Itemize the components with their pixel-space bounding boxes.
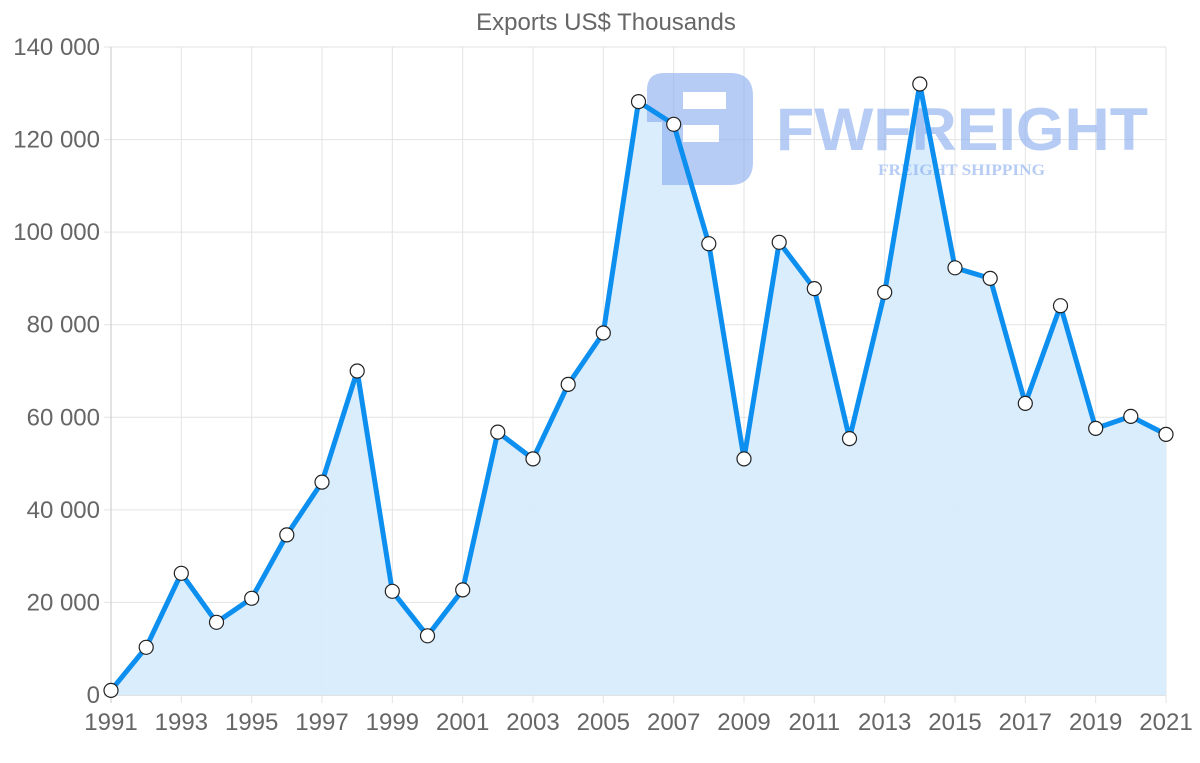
data-point-2001[interactable] (455, 582, 471, 598)
data-point-1996[interactable] (279, 527, 295, 543)
data-point-1995[interactable] (244, 590, 260, 606)
fwfreight-watermark: FWFREIGHT FREIGHT SHIPPING (647, 73, 1148, 185)
data-point-2005[interactable] (595, 325, 611, 341)
data-point-2014[interactable] (912, 76, 928, 92)
y-axis: 0 20 000 40 000 60 000 80 000 100 000 120 000 1… (13, 34, 100, 709)
fwfreight-logo-icon (647, 73, 753, 185)
data-point-2018[interactable] (1052, 298, 1069, 314)
y-tick-label: 100 000 (13, 219, 100, 246)
data-point-2008[interactable] (701, 236, 717, 252)
data-point-2011[interactable] (806, 281, 822, 297)
data-point-2012[interactable] (841, 431, 858, 447)
x-tick-label: 1991 (84, 709, 137, 736)
data-point-2002[interactable] (490, 424, 506, 440)
data-point-2004[interactable] (560, 376, 576, 392)
data-point-2015[interactable] (947, 260, 963, 276)
x-tick-label: 2003 (506, 709, 559, 736)
y-tick-label: 40 000 (27, 497, 100, 524)
chart-title: Exports US$ Thousands (476, 9, 736, 36)
y-tick-label: 140 000 (13, 34, 100, 61)
x-tick-label: 2015 (928, 709, 981, 736)
area-fill-path (111, 84, 1166, 695)
x-tick-label: 1997 (295, 709, 348, 736)
y-tick-label: 20 000 (27, 589, 100, 616)
y-tick-label: 80 000 (27, 312, 100, 339)
data-point-1998[interactable] (349, 363, 365, 379)
y-tick-label: 60 000 (27, 404, 100, 431)
x-tick-label: 1999 (366, 709, 419, 736)
data-point-2013[interactable] (877, 284, 893, 300)
data-point-1994[interactable] (208, 614, 225, 630)
x-tick-label: 2007 (647, 709, 700, 736)
data-markers (103, 76, 1174, 699)
data-point-1993[interactable] (173, 565, 189, 581)
data-point-2017[interactable] (1017, 395, 1033, 411)
x-tick-label: 2017 (999, 709, 1052, 736)
data-point-2007[interactable] (666, 116, 682, 132)
data-point-2009[interactable] (736, 451, 752, 467)
data-point-2021[interactable] (1158, 426, 1174, 442)
data-point-2010[interactable] (771, 234, 787, 250)
watermark-tagline: FREIGHT SHIPPING (878, 162, 1046, 179)
data-point-2019[interactable] (1088, 420, 1104, 436)
y-tick-label: 0 (87, 682, 100, 709)
x-tick-label: 2001 (436, 709, 489, 736)
x-tick-label: 1995 (225, 709, 278, 736)
x-tick-label: 2021 (1139, 709, 1192, 736)
x-tick-label: 2011 (789, 709, 841, 736)
x-tick-label: 2009 (717, 709, 770, 736)
area-fill (111, 84, 1166, 695)
data-point-2000[interactable] (419, 628, 436, 644)
data-point-1992[interactable] (138, 639, 154, 655)
data-point-2016[interactable] (982, 270, 998, 286)
x-axis: 1991 1993 1995 1997 1999 2001 2003 2005 2007 2009… (84, 709, 1192, 736)
x-tick-label: 1993 (155, 709, 208, 736)
y-tick-label: 120 000 (13, 127, 100, 154)
data-point-2006[interactable] (630, 93, 647, 110)
data-point-2020[interactable] (1123, 408, 1139, 424)
watermark-brand: FWFREIGHT (776, 96, 1148, 163)
x-tick-label: 2005 (577, 709, 630, 736)
data-point-1999[interactable] (384, 583, 400, 599)
data-point-1997[interactable] (314, 474, 330, 490)
data-point-2003[interactable] (525, 451, 541, 467)
x-tick-label: 2013 (858, 709, 911, 736)
data-point-1991[interactable] (103, 682, 119, 699)
x-tick-label: 2019 (1069, 709, 1122, 736)
